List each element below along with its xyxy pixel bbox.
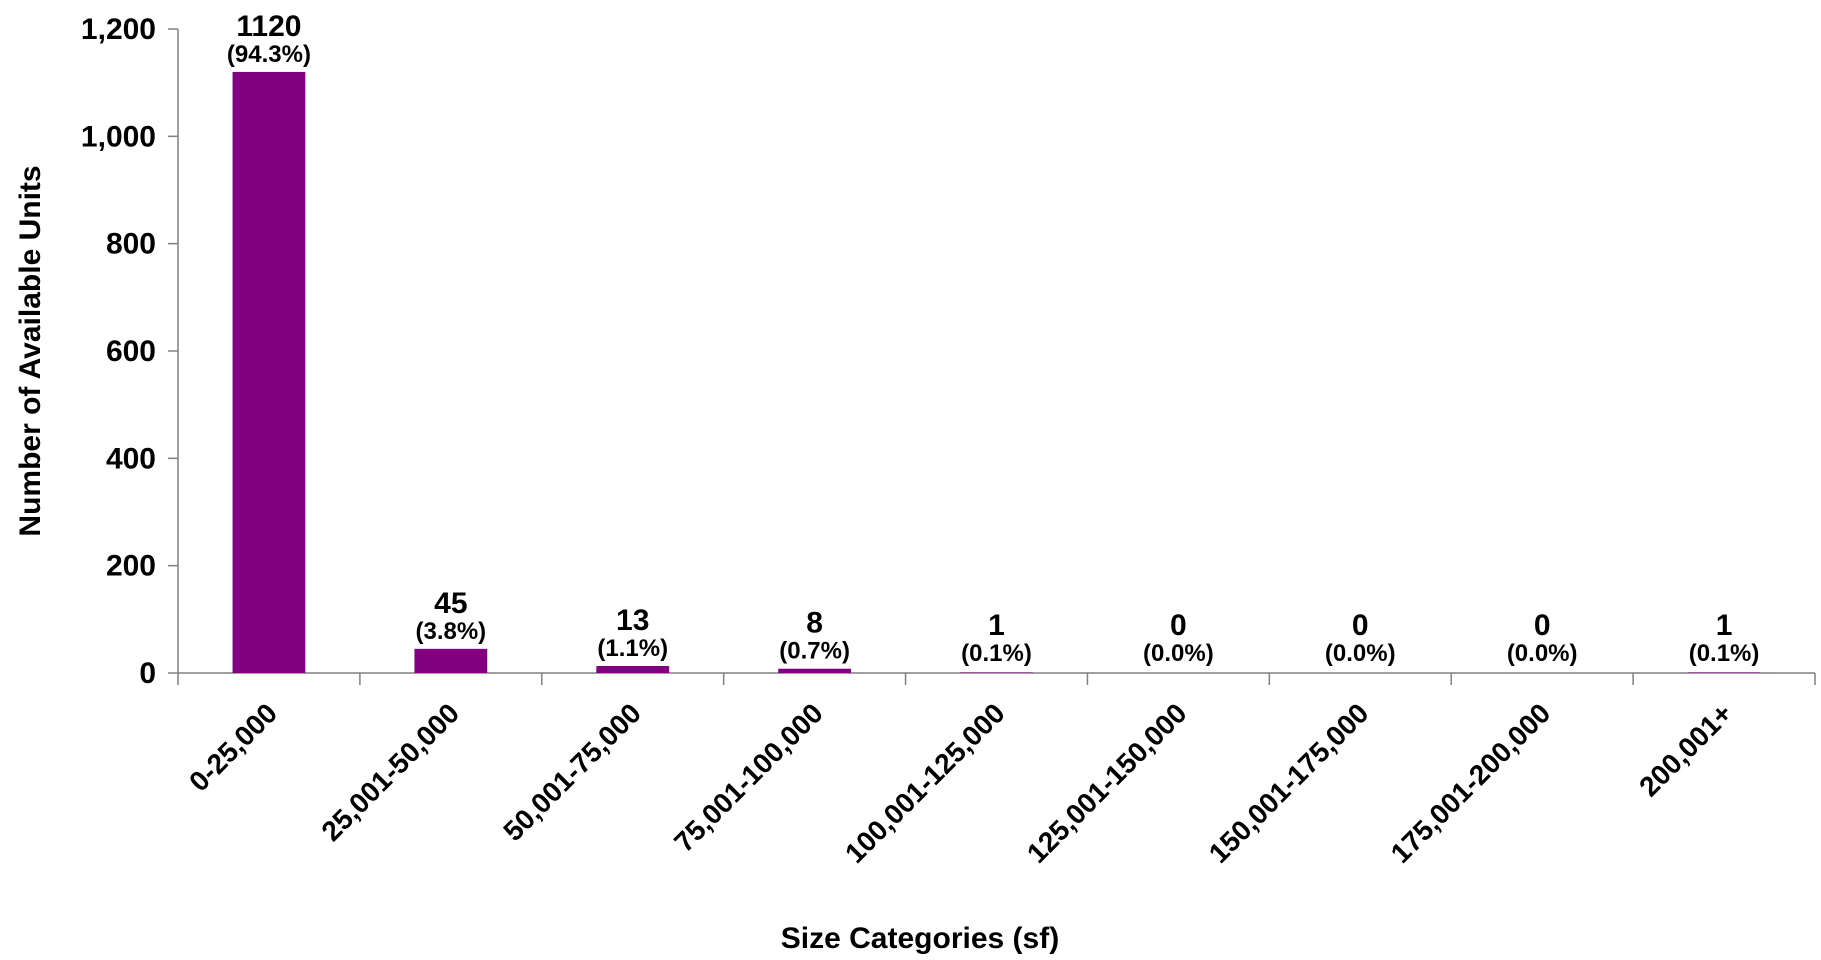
value-label: 45 [434,587,467,620]
x-tick-label: 25,001-50,000 [315,697,465,847]
x-axis: 0-25,000 25,001-50,000 50,001-75,000 75,001… [177,672,1816,869]
value-label: 1120 [236,10,301,43]
x-axis-title: Size Categories (sf) [781,922,1059,955]
value-label: 1 [988,609,1005,642]
x-tick-label: 100,001-125,000 [839,697,1011,869]
y-tick-label: 800 [106,228,156,261]
value-label: 0 [1534,609,1551,642]
y-tick-label: 400 [106,442,156,475]
x-tick-label: 200,001+ [1633,697,1738,802]
value-label: 8 [806,607,823,640]
bar [778,668,851,673]
x-tick-label: 75,001-100,000 [668,697,829,858]
y-tick-label: 200 [106,550,156,583]
percent-label: (94.3%) [227,41,311,68]
x-tick-label: 50,001-75,000 [497,697,647,847]
percent-label: (0.7%) [779,638,850,665]
bar [596,666,670,673]
percent-label: (0.0%) [1143,640,1214,667]
percent-label: (0.1%) [1689,640,1760,667]
x-tick-label: 0-25,000 [183,697,283,797]
y-axis-title: Number of Available Units [14,165,47,536]
y-tick-label: 0 [139,657,156,690]
value-label: 0 [1352,609,1369,642]
value-label: 1 [1716,609,1733,642]
bar [960,672,1033,673]
percent-label: (3.8%) [415,618,486,645]
y-axis: 0 200 400 600 800 1,000 1,200 [81,13,179,690]
percent-label: (0.0%) [1325,640,1396,667]
y-tick-label: 1,000 [81,120,156,153]
y-tick-label: 600 [106,335,156,368]
percent-label: (0.1%) [961,640,1032,667]
x-tick-label: 175,001-200,000 [1385,697,1557,869]
value-label: 13 [616,604,649,637]
percent-label: (1.1%) [597,635,668,662]
bar [232,71,306,673]
percent-label: (0.0%) [1507,640,1578,667]
value-label: 0 [1170,609,1187,642]
bar [414,648,488,673]
x-tick-label: 125,001-150,000 [1021,697,1193,869]
data-labels: 1120(94.3%)45(3.8%) 13(1.1%)8(0.7%)1(0.1%… [227,10,1759,667]
bars [232,71,1761,673]
y-tick-label: 1,200 [81,13,156,46]
x-tick-label: 150,001-175,000 [1203,697,1375,869]
bar [1687,672,1761,673]
